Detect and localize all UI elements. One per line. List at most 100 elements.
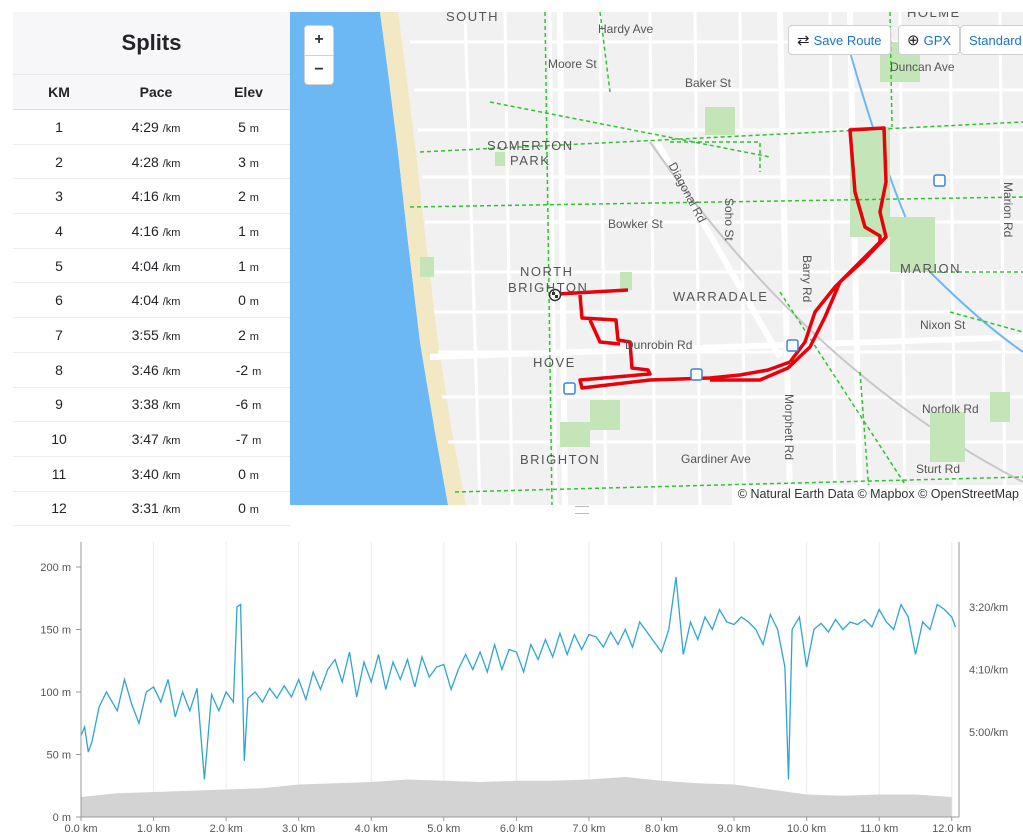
split-elev-value: 0 xyxy=(238,292,246,309)
pace-line xyxy=(80,576,957,780)
split-pace: 3:55 /km xyxy=(105,317,207,353)
map-label-south: SOUTH xyxy=(446,12,499,24)
resize-handle[interactable] xyxy=(575,506,589,514)
x-tick-label: 9.0 km xyxy=(718,823,751,833)
splits-table: KM Pace Elev 1 4:29 /km 5 m 2 4:28 /km 3 m 3 4:… xyxy=(13,75,290,527)
map-label-marion: MARION xyxy=(900,261,961,276)
elev-unit: m xyxy=(252,400,262,413)
elev-unit: m xyxy=(249,504,259,517)
gpx-label: GPX xyxy=(923,32,952,48)
split-pace: 3:47 /km xyxy=(105,421,207,457)
column-header-elev: Elev xyxy=(207,75,290,110)
splits-rows: 1 4:29 /km 5 m 2 4:28 /km 3 m 3 4:16 /km 2 m 4 4:1… xyxy=(13,109,290,527)
split-elev: 2 m xyxy=(207,317,290,353)
zoom-control: + − xyxy=(304,25,334,85)
zoom-out-button[interactable]: − xyxy=(314,60,324,78)
y-tick-label: 150 m xyxy=(40,625,71,637)
split-elev-value: -7 xyxy=(235,431,249,448)
split-pace-value: 3:46 xyxy=(131,361,159,378)
column-header-km: KM xyxy=(13,75,105,110)
map-label-baker-st: Baker St xyxy=(685,76,732,90)
split-elev-value: 2 xyxy=(238,188,246,205)
split-elev: 0 m xyxy=(207,282,290,319)
y-tick-label: 50 m xyxy=(47,750,71,762)
split-row: 5 4:04 /km 1 m xyxy=(13,248,290,284)
zoom-in-button[interactable]: + xyxy=(305,26,333,56)
x-tick-label: 12.0 km xyxy=(932,823,971,833)
map-label-holme: HOLME xyxy=(907,12,961,20)
split-pace-value: 4:04 xyxy=(131,292,159,309)
elev-unit: m xyxy=(249,330,259,343)
x-tick-label: 5.0 km xyxy=(427,823,460,833)
split-row: 8 3:46 /km -2 m xyxy=(13,352,290,388)
split-km: 11 xyxy=(13,456,105,492)
pace-unit: /km xyxy=(162,192,181,205)
split-elev-value: 2 xyxy=(238,326,246,343)
split-elev: 1 m xyxy=(207,213,290,249)
pace-unit: /km xyxy=(162,400,181,413)
right-tick-label: 3:20/km xyxy=(969,602,1008,614)
map-canvas[interactable] xyxy=(290,12,1023,505)
split-elev: -2 m xyxy=(207,352,290,388)
split-km: 6 xyxy=(13,282,105,319)
save-route-button[interactable]: ⇄ Save Route xyxy=(788,25,891,55)
split-km: 4 xyxy=(13,213,105,249)
map-label-soho-st: Soho St xyxy=(722,198,736,241)
pace-unit: /km xyxy=(162,157,181,170)
split-pace-value: 3:31 xyxy=(131,500,159,517)
map-label-marion-rd: Marion Rd xyxy=(1001,182,1015,238)
split-pace: 4:28 /km xyxy=(105,144,207,180)
start-flag-icon xyxy=(548,288,562,302)
y-tick-label: 200 m xyxy=(40,562,71,574)
x-tick-label: 1.0 km xyxy=(137,823,170,833)
split-pace: 4:04 /km xyxy=(105,282,207,319)
map-label-bowker-st: Bowker St xyxy=(608,217,663,231)
split-pace: 4:29 /km xyxy=(105,109,207,145)
split-row: 6 4:04 /km 0 m xyxy=(13,282,290,319)
split-elev: 3 m xyxy=(207,144,290,180)
split-elev: 2 m xyxy=(207,178,290,215)
map-attribution: © Natural Earth Data © Mapbox © OpenStre… xyxy=(731,485,1023,505)
x-tick-label: 0.0 km xyxy=(64,823,97,833)
x-tick-label: 6.0 km xyxy=(500,823,533,833)
pace-unit: /km xyxy=(162,261,181,274)
elev-unit: m xyxy=(249,192,259,205)
elevation-area xyxy=(81,777,952,817)
split-km: 5 xyxy=(13,248,105,284)
x-tick-label: 7.0 km xyxy=(572,823,605,833)
map-label-nixon-st: Nixon St xyxy=(920,318,966,332)
map-label-sturt-rd: Sturt Rd xyxy=(916,462,961,476)
map-label-brighton: BRIGHTON xyxy=(520,452,601,467)
split-km: 8 xyxy=(13,352,105,388)
map-label-hove: HOVE xyxy=(533,355,576,370)
split-pace-value: 3:40 xyxy=(131,465,159,482)
map-style-button[interactable]: Standard xyxy=(960,25,1023,55)
split-elev-value: -6 xyxy=(235,396,249,413)
split-pace-value: 4:16 xyxy=(131,222,159,239)
column-header-pace: Pace xyxy=(105,75,207,110)
split-pace-value: 4:16 xyxy=(131,188,159,205)
map-label-dunrobin-rd: Dunrobin Rd xyxy=(625,338,693,352)
pace-unit: /km xyxy=(162,469,181,482)
split-pace: 4:16 /km xyxy=(105,213,207,249)
split-row: 1 4:29 /km 5 m xyxy=(13,109,290,145)
map-label-warradale: WARRADALE xyxy=(673,289,769,304)
map-label-morphett-rd: Morphett Rd xyxy=(782,394,796,461)
x-tick-label: 10.0 km xyxy=(787,823,826,833)
elev-unit: m xyxy=(249,157,259,170)
split-pace-value: 4:28 xyxy=(131,153,159,170)
route-map[interactable]: SOUTH HOLME Hardy Ave Moore St Baker St … xyxy=(290,12,1023,505)
split-pace-value: 3:38 xyxy=(131,396,159,413)
map-label-north: NORTH xyxy=(520,264,574,279)
split-pace: 4:04 /km xyxy=(105,248,207,284)
right-tick-label: 5:00/km xyxy=(969,727,1008,739)
pace-unit: /km xyxy=(162,435,181,448)
split-elev-value: 5 xyxy=(238,118,246,135)
pace-unit: /km xyxy=(162,365,181,378)
activity-route xyxy=(557,126,888,390)
pace-unit: /km xyxy=(162,296,181,309)
split-row: 2 4:28 /km 3 m xyxy=(13,144,290,180)
split-km: 2 xyxy=(13,144,105,180)
gpx-download-button[interactable]: ⊕ GPX xyxy=(898,25,961,55)
split-elev: 0 m xyxy=(207,491,290,527)
